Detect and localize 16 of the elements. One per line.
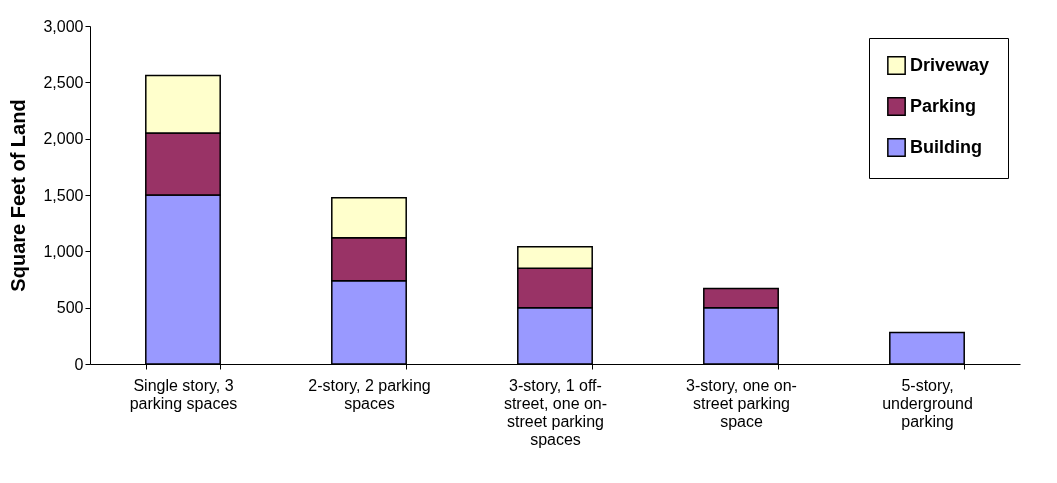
legend-label: Driveway (910, 54, 990, 75)
legend-label: Building (910, 136, 982, 157)
y-tick-label: 1,000 (43, 242, 84, 260)
y-axis-title: Square Feet of Land (7, 99, 30, 292)
y-tick-label: 1,500 (43, 186, 84, 204)
y-tick-label: 500 (56, 299, 84, 317)
x-tick-label: 3-story, one on-street parking space (686, 376, 797, 430)
y-tick-label: 0 (74, 355, 84, 373)
x-tick-label: 2-story, 2 parking spaces (308, 376, 431, 412)
legend-label: Parking (910, 95, 977, 116)
y-tick-label: 2,000 (43, 130, 84, 148)
x-tick-label: 5-story, underground parking (882, 376, 973, 430)
x-tick-label: Single story, 3 parking spaces (129, 376, 238, 412)
y-tick-label: 2,500 (43, 73, 84, 91)
y-tick-label: 3,000 (43, 17, 84, 35)
x-tick-label: 3-story, 1 off-street, one on-street parking spaces (503, 376, 608, 448)
